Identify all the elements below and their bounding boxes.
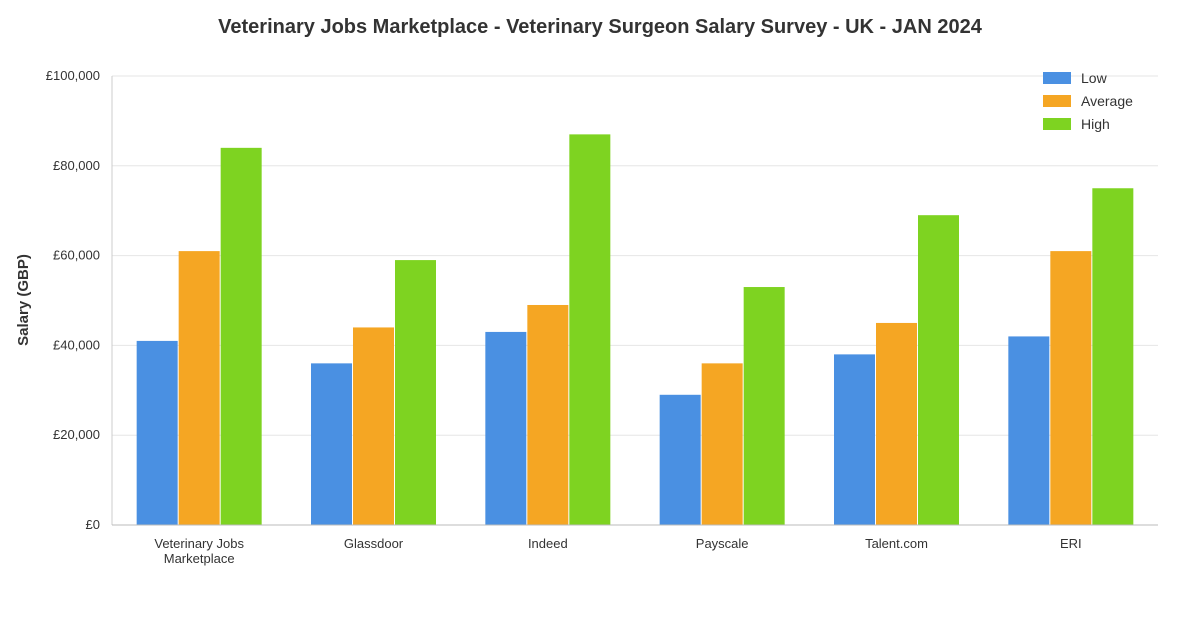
bar-low	[136, 340, 178, 525]
y-axis-ticks: £0 £20,000 £40,000 £60,000 £80,000 £100,000	[46, 68, 100, 532]
legend: Low Average High	[1043, 70, 1133, 132]
legend-item-average[interactable]: Average	[1043, 93, 1133, 109]
y-tick-label: £20,000	[53, 427, 100, 442]
y-tick-label: £60,000	[53, 248, 100, 263]
bar-high	[569, 134, 611, 525]
bar-low	[1008, 336, 1050, 525]
bar-average	[1050, 251, 1092, 526]
bar-high	[1092, 188, 1134, 525]
y-tick-label: £40,000	[53, 337, 100, 352]
bars	[136, 134, 1134, 526]
x-tick-label: Glassdoor	[344, 536, 404, 551]
x-tick-label-line: Payscale	[696, 536, 749, 551]
legend-item-low[interactable]: Low	[1043, 70, 1108, 86]
bar-low	[834, 354, 875, 525]
legend-label: High	[1081, 116, 1110, 132]
gridlines	[112, 75, 1158, 436]
bar-low	[659, 394, 701, 525]
y-tick-label: £0	[86, 517, 100, 532]
x-tick-label: Veterinary Jobs Marketplace	[154, 536, 244, 566]
x-tick-label-line: Glassdoor	[344, 536, 404, 551]
x-tick-label: Indeed	[528, 536, 568, 551]
x-axis-ticks: Veterinary Jobs Marketplace Glassdoor Indee…	[154, 536, 1081, 566]
y-tick-label: £100,000	[46, 68, 100, 83]
bar-average	[876, 322, 917, 525]
x-tick-label-line: Marketplace	[164, 551, 235, 566]
bar-average	[527, 304, 569, 525]
legend-swatch	[1043, 118, 1071, 130]
bar-average	[353, 327, 394, 525]
bar-high	[220, 147, 262, 525]
legend-item-high[interactable]: High	[1043, 116, 1110, 132]
bar-high	[743, 287, 785, 525]
x-tick-label: Talent.com	[865, 536, 928, 551]
x-tick-label: ERI	[1060, 536, 1082, 551]
bar-average	[178, 251, 220, 526]
bar-high	[918, 215, 959, 525]
legend-swatch	[1043, 72, 1071, 84]
legend-label: Low	[1081, 70, 1108, 86]
bar-low	[485, 331, 527, 525]
x-tick-label-line: Indeed	[528, 536, 568, 551]
x-tick-label: Payscale	[696, 536, 749, 551]
axes	[111, 76, 1158, 526]
y-tick-label: £80,000	[53, 158, 100, 173]
bar-average	[701, 363, 743, 525]
legend-label: Average	[1081, 93, 1133, 109]
x-tick-label-line: Talent.com	[865, 536, 928, 551]
legend-swatch	[1043, 95, 1071, 107]
bar-high	[395, 260, 436, 525]
x-tick-label-line: ERI	[1060, 536, 1082, 551]
x-tick-label-line: Veterinary Jobs	[154, 536, 244, 551]
chart-title: Veterinary Jobs Marketplace - Veterinary…	[218, 16, 983, 38]
y-axis-title: Salary (GBP)	[15, 254, 32, 346]
bar-low	[311, 363, 352, 525]
